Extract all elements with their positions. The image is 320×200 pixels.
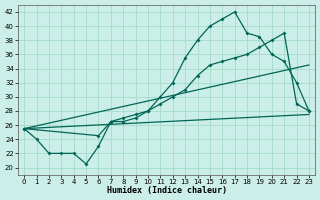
- X-axis label: Humidex (Indice chaleur): Humidex (Indice chaleur): [107, 186, 227, 195]
